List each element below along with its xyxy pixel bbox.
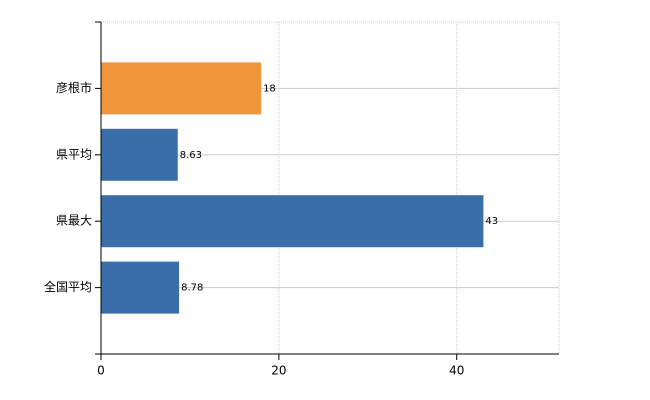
x-tick-label: 0 — [97, 364, 105, 378]
value-label: 18 — [263, 83, 276, 94]
bar — [101, 195, 484, 248]
value-label: 8.78 — [181, 283, 203, 294]
bar — [101, 62, 262, 115]
y-tick-label: 県平均 — [56, 147, 92, 161]
bar — [101, 128, 178, 181]
x-tick-label: 20 — [271, 364, 286, 378]
y-tick-label: 県最大 — [56, 214, 92, 228]
y-tick-label: 全国平均 — [44, 279, 92, 294]
value-label: 43 — [485, 216, 498, 227]
value-label: 8.63 — [180, 150, 202, 161]
x-tick-label: 40 — [449, 364, 464, 378]
bar — [101, 261, 180, 314]
y-tick-label: 彦根市 — [56, 80, 92, 95]
